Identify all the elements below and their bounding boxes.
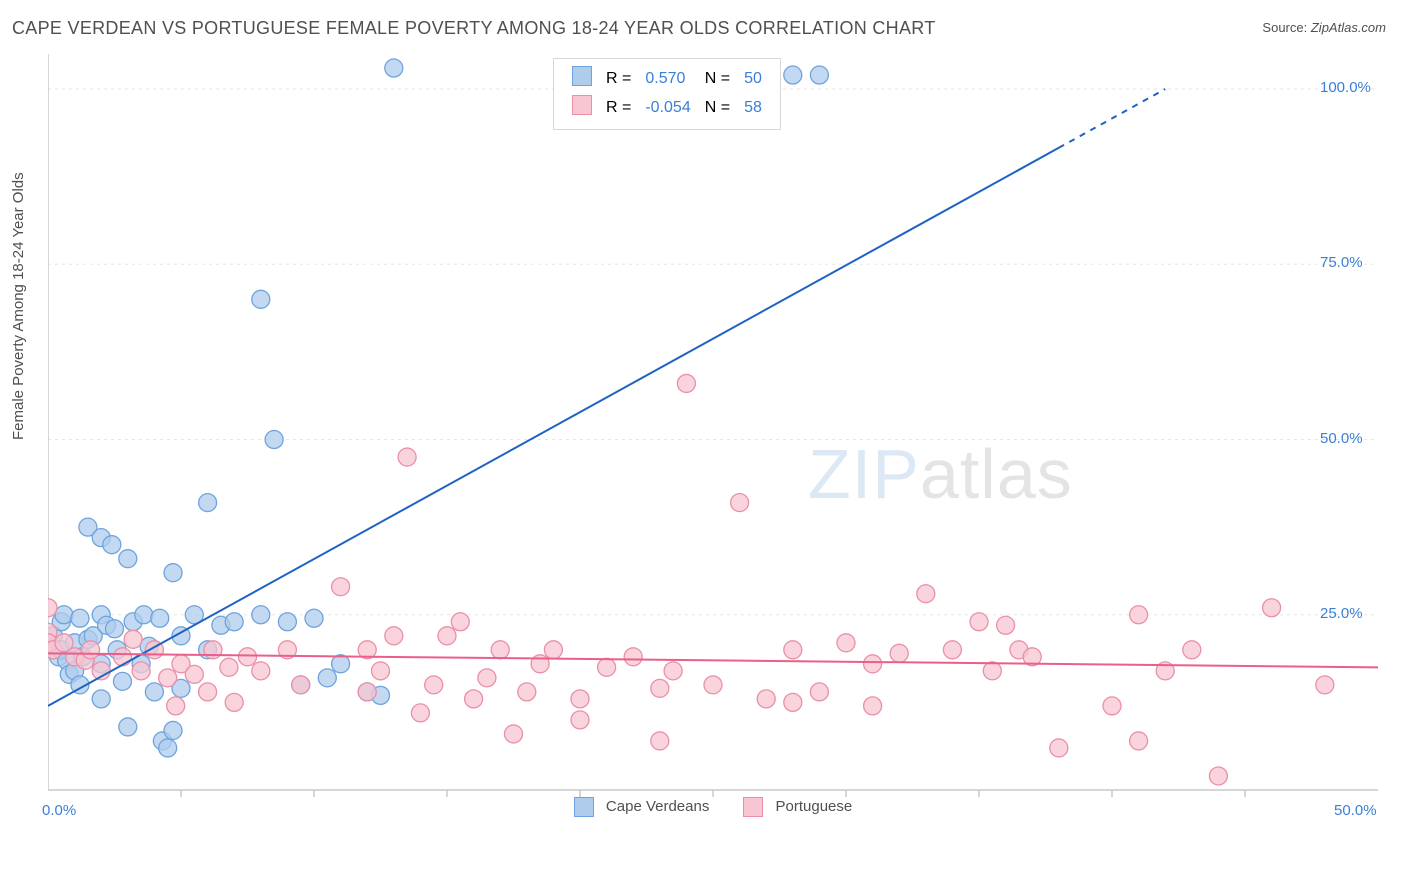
axis-tick-label: 0.0% <box>42 802 76 819</box>
series-legend: Cape Verdeans Portuguese <box>48 790 1378 824</box>
source-value: ZipAtlas.com <box>1311 20 1386 35</box>
source-label: Source: <box>1262 20 1307 35</box>
legend-item-portuguese: Portuguese <box>743 797 852 817</box>
legend-swatch-icon <box>743 797 763 817</box>
legend-item-cape-verdeans: Cape Verdeans <box>574 797 710 817</box>
axis-tick-label: 50.0% <box>1334 802 1377 819</box>
axis-tick-label: 50.0% <box>1320 430 1363 447</box>
r-label: R = <box>600 94 637 121</box>
axis-tick-label: 75.0% <box>1320 254 1363 271</box>
axis-tick-label: 100.0% <box>1320 79 1371 96</box>
source-credit: Source: ZipAtlas.com <box>1262 20 1386 35</box>
r-value-1: 0.570 <box>639 65 696 92</box>
axis-tick-label: 25.0% <box>1320 605 1363 622</box>
r-value-2: -0.054 <box>639 94 696 121</box>
legend-row-1: R = 0.570 N = 50 <box>566 65 768 92</box>
chart-title: CAPE VERDEAN VS PORTUGUESE FEMALE POVERT… <box>12 18 936 38</box>
legend-row-2: R = -0.054 N = 58 <box>566 94 768 121</box>
chart-svg <box>48 54 1378 824</box>
y-axis-label: Female Poverty Among 18-24 Year Olds <box>10 172 27 440</box>
legend-swatch-portuguese <box>572 95 592 115</box>
n-label: N = <box>699 94 736 121</box>
legend-label: Cape Verdeans <box>606 798 709 815</box>
correlation-legend: R = 0.570 N = 50 R = -0.054 N = 58 <box>553 58 781 130</box>
n-value-2: 58 <box>738 94 768 121</box>
n-label: N = <box>699 65 736 92</box>
r-label: R = <box>600 65 637 92</box>
n-value-1: 50 <box>738 65 768 92</box>
chart-plot: ZIPatlas R = 0.570 N = 50 R = -0.054 N =… <box>48 54 1378 824</box>
legend-label: Portuguese <box>776 798 853 815</box>
legend-swatch-icon <box>574 797 594 817</box>
legend-swatch-cape-verdeans <box>572 66 592 86</box>
